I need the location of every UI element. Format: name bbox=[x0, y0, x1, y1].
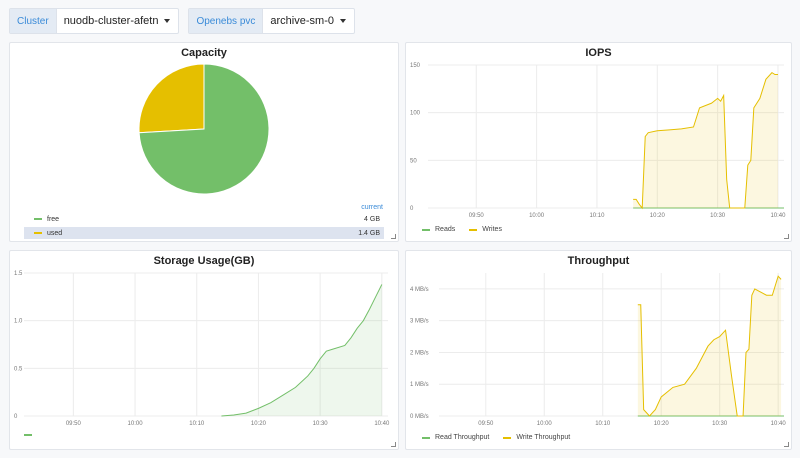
x-tick-label: 10:10 bbox=[589, 213, 605, 219]
caret-down-icon bbox=[339, 19, 346, 23]
storage-legend bbox=[24, 434, 37, 436]
legend-label: Reads bbox=[435, 226, 456, 233]
x-tick-label: 09:50 bbox=[66, 421, 82, 427]
variable-bar: Cluster nuodb-cluster-afetn Openebs pvc … bbox=[9, 8, 355, 34]
x-tick-label: 10:20 bbox=[650, 213, 666, 219]
legend-value: 1.4 GB bbox=[358, 229, 380, 237]
y-tick-label: 0.5 bbox=[14, 366, 23, 372]
resize-handle[interactable] bbox=[784, 442, 789, 447]
panel-title[interactable]: IOPS bbox=[585, 47, 612, 59]
panel-title[interactable]: Storage Usage(GB) bbox=[153, 255, 255, 267]
pvc-dropdown-value: archive-sm-0 bbox=[270, 15, 334, 27]
series-line-writes bbox=[633, 71, 778, 210]
legend-swatch bbox=[503, 436, 512, 439]
y-tick-label: 4 MB/s bbox=[410, 287, 429, 293]
capacity-panel: Capacity current free 4 GB used 1.4 GB bbox=[9, 42, 399, 242]
pvc-dropdown[interactable]: archive-sm-0 bbox=[263, 9, 354, 33]
x-tick-label: 09:50 bbox=[469, 213, 485, 219]
legend-item-write-throughput[interactable]: Write Throughput bbox=[503, 434, 570, 441]
y-tick-label: 0 MB/s bbox=[410, 414, 429, 420]
x-tick-label: 09:50 bbox=[478, 421, 494, 427]
pie-slice-used bbox=[138, 63, 205, 134]
x-tick-label: 10:40 bbox=[374, 421, 390, 427]
legend-swatch bbox=[24, 434, 32, 436]
x-tick-label: 10:40 bbox=[771, 421, 787, 427]
y-tick-label: 150 bbox=[410, 63, 421, 69]
legend-label: Writes bbox=[482, 226, 502, 233]
throughput-panel: Throughput 0 MB/s 1 MB/s 2 MB/s 3 MB/s 4 MB/… bbox=[405, 250, 792, 450]
legend-item-series[interactable] bbox=[24, 434, 37, 436]
cluster-dropdown-value: nuodb-cluster-afetn bbox=[63, 15, 159, 27]
pie-slice-free bbox=[138, 63, 270, 195]
x-tick-label: 10:10 bbox=[189, 421, 205, 427]
iops-panel: IOPS 0 50 100 150 09:50 10:00 10:10 10:20 10:30 1… bbox=[405, 42, 792, 242]
y-tick-label: 1.0 bbox=[14, 319, 23, 325]
legend-row-free[interactable]: free 4 GB bbox=[24, 213, 384, 225]
x-tick-label: 10:00 bbox=[529, 213, 545, 219]
y-tick-label: 3 MB/s bbox=[410, 319, 429, 325]
legend-label: Read Throughput bbox=[435, 434, 490, 441]
capacity-pie-chart bbox=[138, 63, 270, 195]
cluster-variable-label: Cluster bbox=[10, 9, 57, 33]
legend-column-current[interactable]: current bbox=[361, 204, 383, 211]
x-tick-label: 10:40 bbox=[770, 213, 786, 219]
cluster-variable: Cluster nuodb-cluster-afetn bbox=[9, 8, 180, 34]
x-tick-label: 10:00 bbox=[128, 421, 144, 427]
x-tick-label: 10:20 bbox=[654, 421, 670, 427]
series-line-write-throughput bbox=[637, 275, 782, 417]
throughput-legend: Read Throughput Write Throughput bbox=[422, 434, 570, 441]
legend-row-used[interactable]: used 1.4 GB bbox=[24, 227, 384, 239]
y-tick-label: 2 MB/s bbox=[410, 350, 429, 356]
pvc-variable: Openebs pvc archive-sm-0 bbox=[188, 8, 355, 34]
panel-title[interactable]: Capacity bbox=[181, 47, 227, 59]
legend-swatch bbox=[422, 228, 430, 231]
capacity-legend: current free 4 GB used 1.4 GB bbox=[24, 204, 384, 239]
legend-item-reads[interactable]: Reads bbox=[422, 226, 455, 233]
legend-label: used bbox=[47, 229, 63, 237]
legend-label: Write Throughput bbox=[516, 434, 571, 441]
y-tick-label: 50 bbox=[410, 158, 417, 164]
legend-swatch bbox=[34, 218, 42, 220]
legend-item-read-throughput[interactable]: Read Throughput bbox=[422, 434, 489, 441]
legend-value: 4 GB bbox=[364, 215, 380, 223]
x-tick-label: 10:10 bbox=[595, 421, 611, 427]
x-tick-label: 10:30 bbox=[712, 421, 728, 427]
x-tick-label: 10:00 bbox=[537, 421, 553, 427]
x-tick-label: 10:20 bbox=[251, 421, 267, 427]
cluster-dropdown[interactable]: nuodb-cluster-afetn bbox=[57, 9, 179, 33]
x-tick-label: 10:30 bbox=[313, 421, 329, 427]
resize-handle[interactable] bbox=[391, 442, 396, 447]
y-tick-label: 100 bbox=[410, 111, 421, 117]
caret-down-icon bbox=[164, 19, 171, 23]
x-tick-label: 10:30 bbox=[710, 213, 726, 219]
throughput-chart: 0 MB/s 1 MB/s 2 MB/s 3 MB/s 4 MB/s 09:50 10:00… bbox=[410, 273, 787, 427]
series-area bbox=[637, 276, 782, 416]
y-tick-label: 0 bbox=[410, 206, 414, 212]
storage-usage-chart: 0 0.5 1.0 1.5 09:50 10:00 10:10 10:20 10:30 10:40 bbox=[14, 271, 390, 427]
series-area bbox=[221, 284, 382, 416]
y-tick-label: 1 MB/s bbox=[410, 382, 429, 388]
y-tick-label: 1.5 bbox=[14, 271, 23, 277]
legend-swatch bbox=[469, 228, 478, 231]
series-line-series-0 bbox=[221, 284, 383, 417]
resize-handle[interactable] bbox=[784, 234, 789, 239]
iops-legend: Reads Writes bbox=[422, 226, 502, 233]
legend-swatch bbox=[422, 436, 430, 439]
legend-swatch bbox=[34, 232, 42, 234]
iops-chart: 0 50 100 150 09:50 10:00 10:10 10:20 10:30 10:40 bbox=[410, 63, 786, 219]
series-area bbox=[633, 72, 778, 208]
pvc-variable-label: Openebs pvc bbox=[189, 9, 264, 33]
resize-handle[interactable] bbox=[391, 234, 396, 239]
legend-item-writes[interactable]: Writes bbox=[469, 226, 502, 233]
legend-label: free bbox=[47, 215, 60, 223]
panel-title[interactable]: Throughput bbox=[567, 255, 630, 267]
y-tick-label: 0 bbox=[14, 414, 18, 420]
storage-usage-panel: Storage Usage(GB) 0 0.5 1.0 1.5 09:50 10:00 10… bbox=[9, 250, 399, 450]
